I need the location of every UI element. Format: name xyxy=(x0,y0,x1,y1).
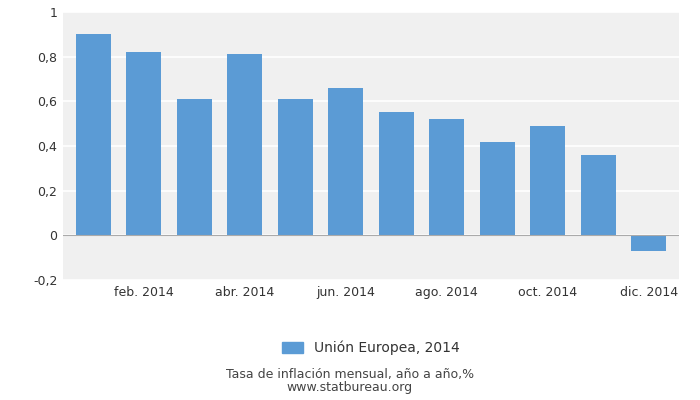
Bar xyxy=(429,119,464,235)
Bar xyxy=(76,34,111,235)
Legend: Unión Europea, 2014: Unión Europea, 2014 xyxy=(276,335,466,361)
Text: www.statbureau.org: www.statbureau.org xyxy=(287,381,413,394)
Bar xyxy=(328,88,363,235)
Bar xyxy=(227,54,262,235)
Bar xyxy=(278,99,313,235)
Bar xyxy=(126,52,162,235)
Bar xyxy=(176,99,212,235)
Bar xyxy=(530,126,566,235)
Text: Tasa de inflación mensual, año a año,%: Tasa de inflación mensual, año a año,% xyxy=(226,368,474,381)
Bar xyxy=(631,235,666,251)
Bar xyxy=(379,112,414,235)
Bar xyxy=(580,155,616,235)
Bar xyxy=(480,142,515,235)
